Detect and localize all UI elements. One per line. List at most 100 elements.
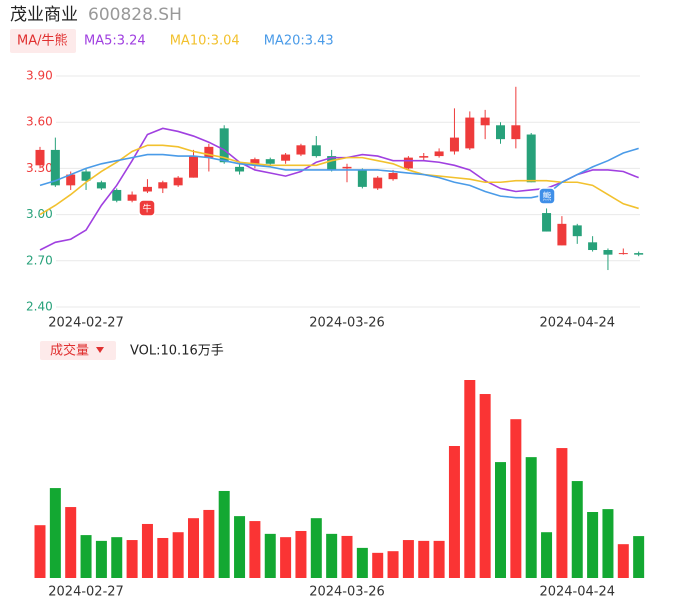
legend: MA5:3.24 MA10:3.04 MA20:3.43	[84, 34, 334, 49]
stock-name: 茂业商业	[10, 5, 78, 25]
volume-bar	[172, 532, 184, 578]
volume-bar	[602, 509, 614, 578]
candle-body	[112, 189, 122, 201]
volume-bar	[326, 533, 338, 578]
x-tick-label: 2024-04-24	[539, 585, 615, 600]
candle-body	[204, 146, 214, 158]
volume-bar	[372, 552, 384, 578]
candle-body	[572, 225, 582, 237]
candle-body	[480, 117, 490, 126]
legend-entry: MA20:3.43	[264, 34, 334, 49]
volume-bar	[80, 535, 92, 578]
candle-body	[127, 194, 137, 201]
volume-bar	[356, 547, 368, 578]
candle-body	[526, 134, 536, 183]
volume-bar	[495, 462, 506, 578]
candle-body	[66, 174, 76, 186]
volume-bar	[95, 540, 107, 578]
candle-body	[35, 149, 45, 166]
candle-body	[311, 145, 321, 157]
candle-body	[542, 213, 552, 232]
candle-body	[189, 156, 198, 178]
candle-body	[511, 125, 521, 140]
volume-bar	[402, 540, 414, 578]
candle-body	[373, 177, 383, 189]
dropdown-arrow[interactable]	[96, 347, 104, 353]
candle-body	[342, 166, 352, 169]
candle-body	[281, 154, 291, 161]
candle-body	[434, 151, 444, 157]
volume-tag-box[interactable]	[40, 341, 116, 360]
signal-badge	[138, 199, 156, 217]
volume-bar	[418, 540, 430, 578]
candle-body	[142, 186, 152, 192]
volume-bar	[510, 419, 522, 578]
volume-bar	[141, 523, 153, 578]
volume-bar	[617, 544, 629, 578]
volume-bar	[556, 448, 568, 578]
x-tick-label: 2024-03-26	[309, 316, 385, 331]
ma-tag[interactable]: MA/牛熊	[17, 33, 68, 49]
candle-body	[219, 128, 229, 163]
volume-bar	[157, 537, 169, 578]
y-tick-label: 3.90	[26, 69, 53, 83]
candle-body	[634, 253, 644, 255]
candle-body	[296, 145, 306, 155]
candle-body	[618, 253, 628, 255]
volume-bar	[433, 540, 445, 578]
candle-body	[496, 125, 505, 140]
candle-body	[388, 173, 398, 180]
legend-entry: MA10:3.04	[170, 34, 240, 49]
candle-body	[81, 171, 91, 181]
candle-body	[465, 117, 475, 149]
candle-body	[327, 156, 337, 170]
candle-body	[449, 137, 459, 152]
volume-bar	[49, 488, 61, 578]
volume-bar	[310, 518, 322, 578]
volume-bar	[34, 525, 46, 578]
candle-body	[158, 182, 168, 189]
candle-body	[265, 159, 275, 164]
volume-bar	[633, 536, 645, 578]
volume-bar	[571, 481, 583, 578]
volume-bar	[541, 532, 553, 578]
signal-label: 熊	[542, 191, 551, 203]
stock-code: 600828.SH	[88, 5, 182, 25]
candle-body	[96, 182, 106, 189]
candle-body	[403, 157, 413, 169]
candle-body	[603, 250, 613, 255]
legend-entry: MA5:3.24	[84, 34, 146, 49]
y-tick-label: 3.30	[26, 161, 53, 175]
volume-bar	[587, 512, 599, 578]
volume-tag[interactable]: 成交量	[50, 343, 89, 359]
volume-bar	[234, 516, 246, 578]
x-tick-label: 2024-02-27	[48, 316, 124, 331]
volume-bar	[188, 518, 199, 578]
candle-body	[235, 166, 245, 172]
candle-body	[588, 242, 598, 251]
volume-bar	[448, 446, 460, 578]
volume-bar	[280, 537, 292, 578]
volume-bar	[111, 537, 123, 578]
tag-box[interactable]	[10, 29, 76, 53]
signal-badge	[538, 187, 556, 205]
y-tick-label: 2.40	[26, 300, 53, 314]
candle-body	[419, 156, 429, 158]
signal-label: 牛	[142, 203, 151, 215]
x-tick-label: 2024-03-26	[309, 585, 385, 600]
volume-bar	[387, 551, 399, 578]
volume-bar	[203, 509, 215, 578]
volume-bar	[218, 490, 230, 578]
volume-bar	[126, 540, 138, 578]
volume-label: VOL:10.16万手	[130, 344, 224, 359]
volume-bar	[295, 530, 307, 578]
volume-bar	[264, 533, 276, 578]
y-tick-label: 2.70	[26, 253, 53, 267]
x-tick-label: 2024-04-24	[539, 316, 615, 331]
volume-bar	[249, 521, 261, 578]
volume-bar	[479, 394, 491, 578]
candle-body	[250, 159, 260, 166]
candle-body	[557, 223, 567, 246]
x-tick-label: 2024-02-27	[48, 585, 124, 600]
